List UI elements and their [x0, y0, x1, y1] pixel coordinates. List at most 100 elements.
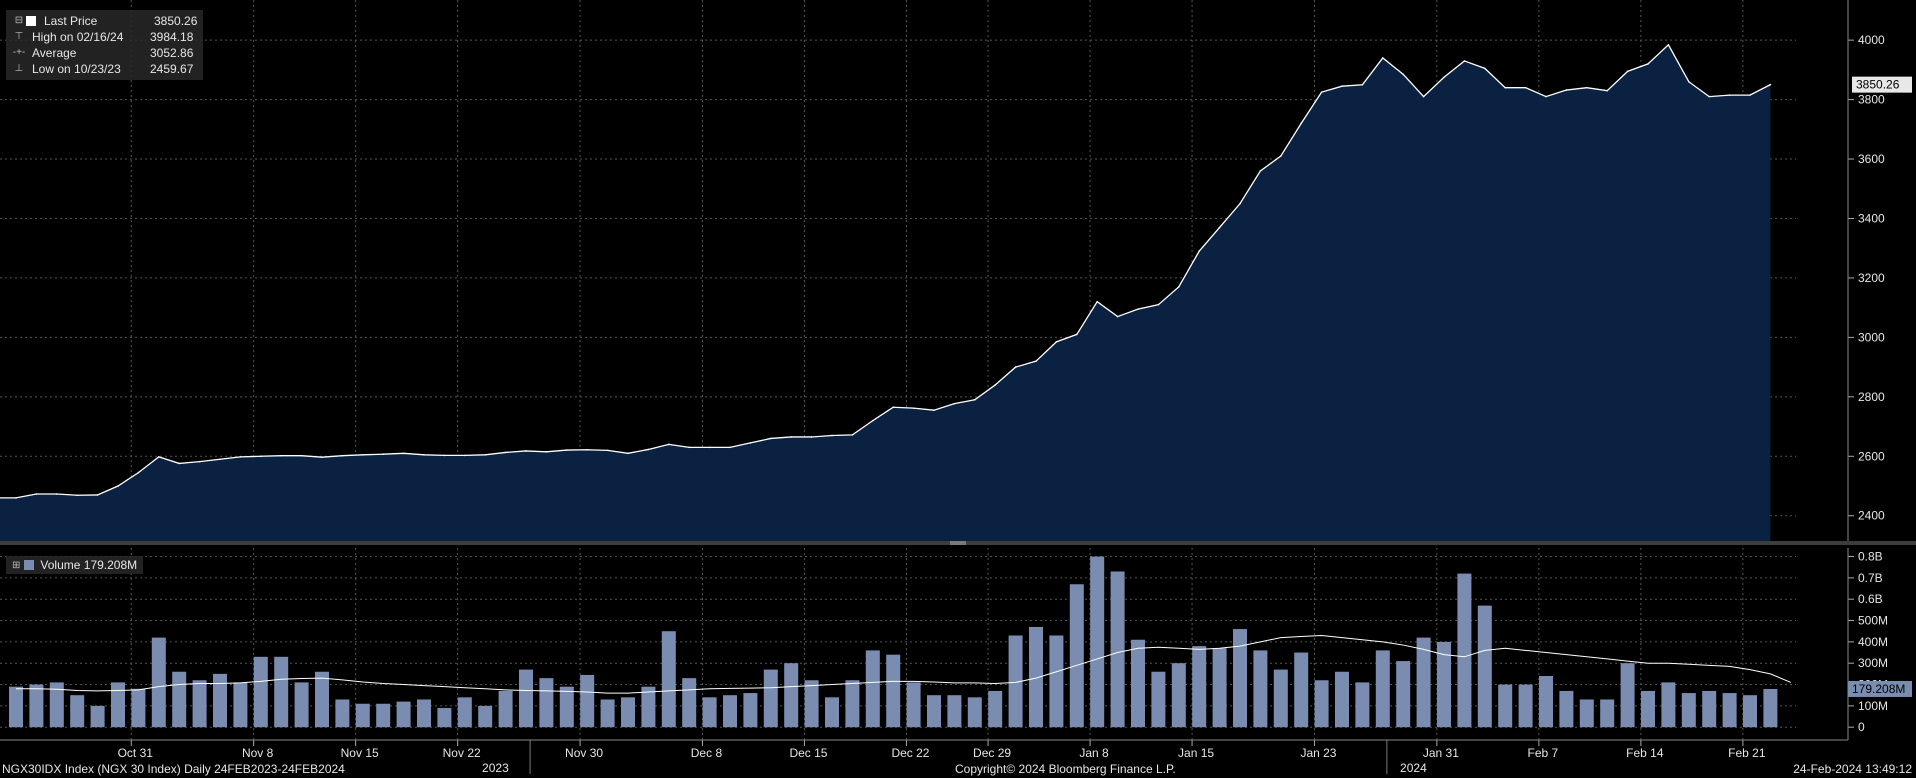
price-point [1463, 60, 1466, 62]
legend-average[interactable]: -+- Average 3052.86 [12, 45, 197, 61]
volume-collapse-icon[interactable]: ⊞ [12, 559, 21, 571]
volume-bar [804, 680, 819, 728]
legend-high[interactable]: ⊤ High on 02/16/24 3984.18 [12, 29, 197, 45]
price-point [443, 454, 446, 457]
price-y-tick-label: 2400 [1858, 509, 1885, 523]
volume-bar [396, 701, 411, 728]
volume-legend[interactable]: ⊞ Volume 179.208M [6, 556, 144, 574]
volume-bar [253, 656, 268, 728]
volume-bar [1314, 680, 1329, 728]
price-point [851, 434, 854, 436]
price-point [668, 443, 670, 446]
volume-series [9, 556, 1791, 728]
price-point [1586, 86, 1588, 89]
footer-timestamp: 24-Feb-2024 13:49:12 [1793, 762, 1912, 776]
volume-bar [478, 705, 493, 728]
volume-bar [1416, 637, 1431, 728]
volume-y-tick-label: 0 [1858, 720, 1865, 734]
volume-bar [1192, 646, 1207, 728]
price-point [1402, 73, 1404, 76]
high-value: 3984.18 [150, 30, 194, 44]
price-last-tag: 3850.26 [1856, 78, 1900, 92]
price-y-tick-label: 3800 [1858, 93, 1885, 107]
price-point [423, 453, 425, 456]
volume-bar [417, 699, 431, 728]
volume-bar [906, 682, 921, 728]
volume-bar [131, 688, 146, 728]
volume-bar [274, 656, 289, 728]
volume-bar [233, 682, 248, 728]
x-tick-label: Dec 15 [789, 746, 827, 760]
volume-bar [743, 693, 758, 728]
volume-bar [1681, 693, 1696, 728]
legend-low[interactable]: ⊥ Low on 10/23/23 2459.67 [12, 61, 197, 77]
volume-bar [1335, 671, 1349, 728]
price-point [362, 453, 364, 456]
price-point [831, 434, 833, 437]
price-point [300, 454, 303, 457]
volume-bar [1702, 690, 1717, 728]
legend-last-price[interactable]: ⊟ Last Price 3850.26 [12, 13, 198, 29]
volume-bar [1233, 629, 1247, 728]
price-point [647, 448, 650, 451]
price-point [1504, 86, 1506, 89]
volume-bar [1131, 639, 1145, 728]
price-point [627, 452, 629, 455]
volume-bar [315, 671, 329, 728]
volume-bar [519, 669, 533, 728]
price-point [1239, 202, 1241, 205]
high-marker-icon: ⊤ [14, 31, 24, 42]
price-y-tick-label: 2800 [1858, 390, 1885, 404]
x-tick-label: Nov 22 [443, 746, 481, 760]
volume-bar [1763, 688, 1778, 728]
volume-bar [1539, 676, 1553, 728]
price-point [260, 455, 262, 458]
price-y-tick-label: 3600 [1858, 152, 1885, 166]
divider-handle[interactable] [950, 541, 966, 545]
volume-bar [1110, 571, 1125, 728]
volume-bar [1171, 663, 1186, 728]
price-area [0, 44, 1771, 541]
price-point [1443, 76, 1445, 79]
price-point [1096, 300, 1098, 303]
year-label: 2023 [482, 761, 509, 775]
volume-bar [1498, 684, 1513, 728]
price-point [974, 399, 976, 401]
price-point [1545, 95, 1547, 98]
price-point [933, 409, 935, 412]
price-point [1116, 315, 1119, 318]
volume-bar [702, 697, 717, 728]
average-marker-icon: -+- [12, 47, 26, 58]
volume-bar [1518, 684, 1533, 728]
volume-bar [784, 663, 799, 728]
price-point [1565, 89, 1568, 91]
price-series [0, 43, 1772, 541]
volume-bar [457, 697, 472, 728]
price-line [0, 43, 1771, 499]
price-point [219, 458, 221, 461]
volume-bar [661, 631, 676, 728]
price-point [810, 436, 813, 438]
volume-bar [1212, 648, 1227, 728]
average-label: Average [32, 46, 77, 60]
volume-bar [845, 680, 860, 728]
volume-bar [1396, 661, 1411, 728]
collapse-icon[interactable]: ⊟ [14, 15, 24, 26]
volume-bar [9, 686, 23, 728]
volume-bar [1151, 671, 1166, 728]
price-point [1198, 250, 1200, 252]
x-tick-label: Feb 21 [1728, 746, 1766, 760]
price-point [545, 451, 548, 453]
price-point [15, 497, 17, 499]
volume-bar [1661, 682, 1676, 728]
volume-bar [1253, 650, 1268, 728]
volume-bar [1743, 695, 1757, 728]
price-last-tag-bg [1852, 76, 1912, 93]
volume-bar [29, 684, 44, 728]
volume-bar [539, 678, 554, 728]
price-point [1280, 155, 1282, 157]
volume-bar [967, 697, 982, 728]
volume-bar [1069, 584, 1084, 728]
